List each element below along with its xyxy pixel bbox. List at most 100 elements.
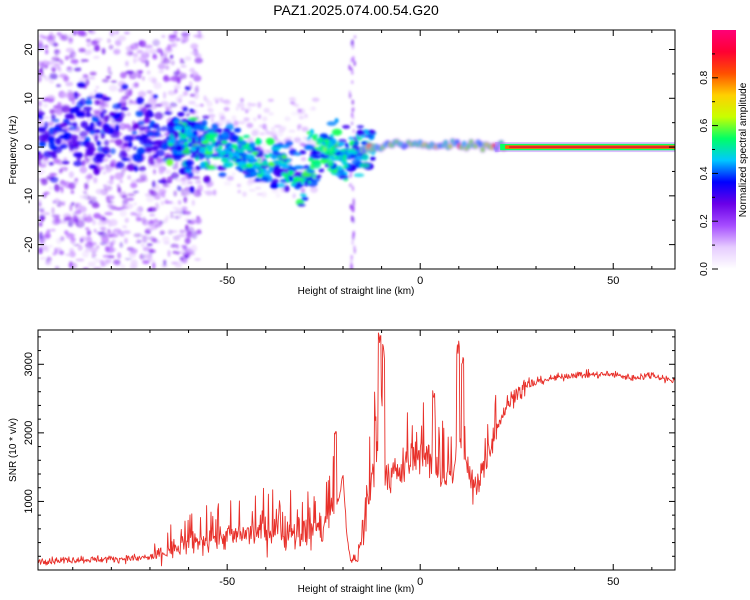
spectrogram-cell (272, 138, 281, 143)
spectrogram-cell (64, 113, 75, 119)
carrier-band (495, 142, 675, 153)
spectrogram-cell (252, 117, 257, 122)
spectrogram-cell (351, 186, 355, 192)
spectrogram-cell (291, 183, 297, 187)
spectrogram-cell (206, 185, 211, 189)
spectrogram-cell (236, 161, 243, 166)
spectrogram-cell (135, 178, 145, 183)
spectrogram-cell (128, 141, 133, 148)
spectrogram-cell (153, 94, 158, 99)
spectrogram-cell (168, 202, 177, 205)
spectrogram-cell (152, 52, 157, 59)
spectrogram-cell (74, 67, 82, 72)
spectrogram-cell (68, 37, 74, 42)
spectrogram-cell (272, 160, 279, 163)
spectrogram-cell (125, 60, 129, 67)
spectrogram-cell (349, 204, 353, 210)
spectrogram-cell (120, 107, 129, 111)
spectrogram-cell (121, 152, 128, 157)
spectrogram-cell (353, 35, 357, 39)
spectrogram-cell (219, 97, 224, 103)
spectrogram-cell (106, 204, 114, 207)
spectrogram-cell (76, 30, 86, 37)
spectrogram-cell (91, 251, 97, 259)
spectrogram-cell (121, 203, 126, 210)
spectrogram-cell (153, 132, 162, 138)
spectrogram-cell (292, 193, 296, 199)
spectrogram-cell (124, 217, 129, 223)
spectrogram-cell (93, 266, 102, 269)
spectrogram-cell (309, 163, 315, 170)
spectrogram-cell (96, 245, 100, 249)
spectrogram-cell (128, 155, 133, 159)
spectrogram-cell (54, 50, 59, 56)
spectrogram-cell (107, 69, 111, 74)
spectrogram-cell (184, 218, 190, 222)
spectrogram-cell (311, 106, 316, 111)
spectrogram-cell (174, 119, 180, 124)
spectrogram-x-label: Height of straight line (km) (298, 286, 415, 297)
spectrogram-cell (79, 130, 88, 138)
spectrogram-cell (134, 123, 140, 129)
spectrogram-cell (359, 163, 370, 168)
spectrogram-cell (211, 123, 219, 130)
spectrogram-cell (233, 120, 239, 127)
spectrogram-cell (126, 92, 132, 97)
spectrogram-cell (228, 145, 233, 150)
spectrogram-cell (370, 130, 376, 135)
spectrogram-cell (350, 215, 354, 223)
colorbar-label: Normalized spectral amplitude (738, 82, 749, 217)
spectrogram-cell (250, 103, 257, 107)
spectrogram-cell (38, 69, 44, 77)
colorbar: 0.0 0.2 0.4 0.6 0.8 Normalized spectral ampl… (699, 30, 749, 276)
spectrogram-cell (271, 189, 280, 193)
spectrogram-cell (277, 155, 281, 159)
spectrogram-cell (240, 152, 248, 158)
spectrogram-cell (170, 211, 174, 219)
spectrogram-cell (270, 146, 281, 151)
spectrogram-cell (38, 235, 45, 243)
spectrogram-cell (155, 149, 165, 157)
spectrogram-cell (195, 34, 205, 40)
spectrogram-cell (128, 51, 134, 55)
spectrogram-cell (128, 99, 134, 104)
spectrogram-cell (199, 103, 204, 107)
spectrogram-cell (101, 78, 110, 83)
spectrogram-cell (262, 142, 267, 147)
spectrogram-cell (331, 146, 336, 150)
spectrogram-cell (112, 103, 121, 110)
spectrogram-cell (132, 72, 141, 77)
snr-x-ticks: -50 0 50 (72, 330, 653, 588)
spectrogram-cell (306, 139, 313, 144)
spectrogram-cell (68, 182, 76, 190)
spectrogram-cell (138, 129, 146, 135)
spectrogram-cell (179, 58, 185, 62)
spectrogram-cell (52, 252, 57, 256)
spectrogram-cell (185, 130, 194, 138)
spectrogram-cell (258, 124, 263, 128)
spectrogram-cell (71, 202, 75, 206)
spectrogram-cell (123, 31, 130, 35)
spectrogram-cell (65, 138, 70, 144)
spectrogram-cell (207, 114, 216, 118)
spectrogram-cell (155, 157, 163, 164)
spectrogram-cell (130, 212, 137, 216)
spectrogram-cell (145, 59, 150, 67)
spectrogram-cell (246, 122, 254, 129)
spectrogram-cell (176, 76, 181, 85)
spectrogram-cell (138, 70, 144, 74)
spectrogram-cell (63, 213, 72, 220)
spectrogram-cell (184, 237, 191, 245)
spectrogram-cell (40, 178, 48, 186)
spectrogram-cell (101, 47, 106, 55)
spectrogram-cell (344, 164, 349, 168)
spectrogram-cell (100, 112, 105, 119)
spectrogram-cell (67, 66, 71, 70)
spectrogram-cell (124, 257, 133, 261)
spectrogram-cell (38, 170, 46, 173)
spectrogram-cell (308, 134, 313, 138)
spectrogram-cell (304, 113, 308, 118)
spectrogram-cell (336, 156, 341, 160)
colorbar-tick-label: 0.4 (699, 166, 710, 180)
